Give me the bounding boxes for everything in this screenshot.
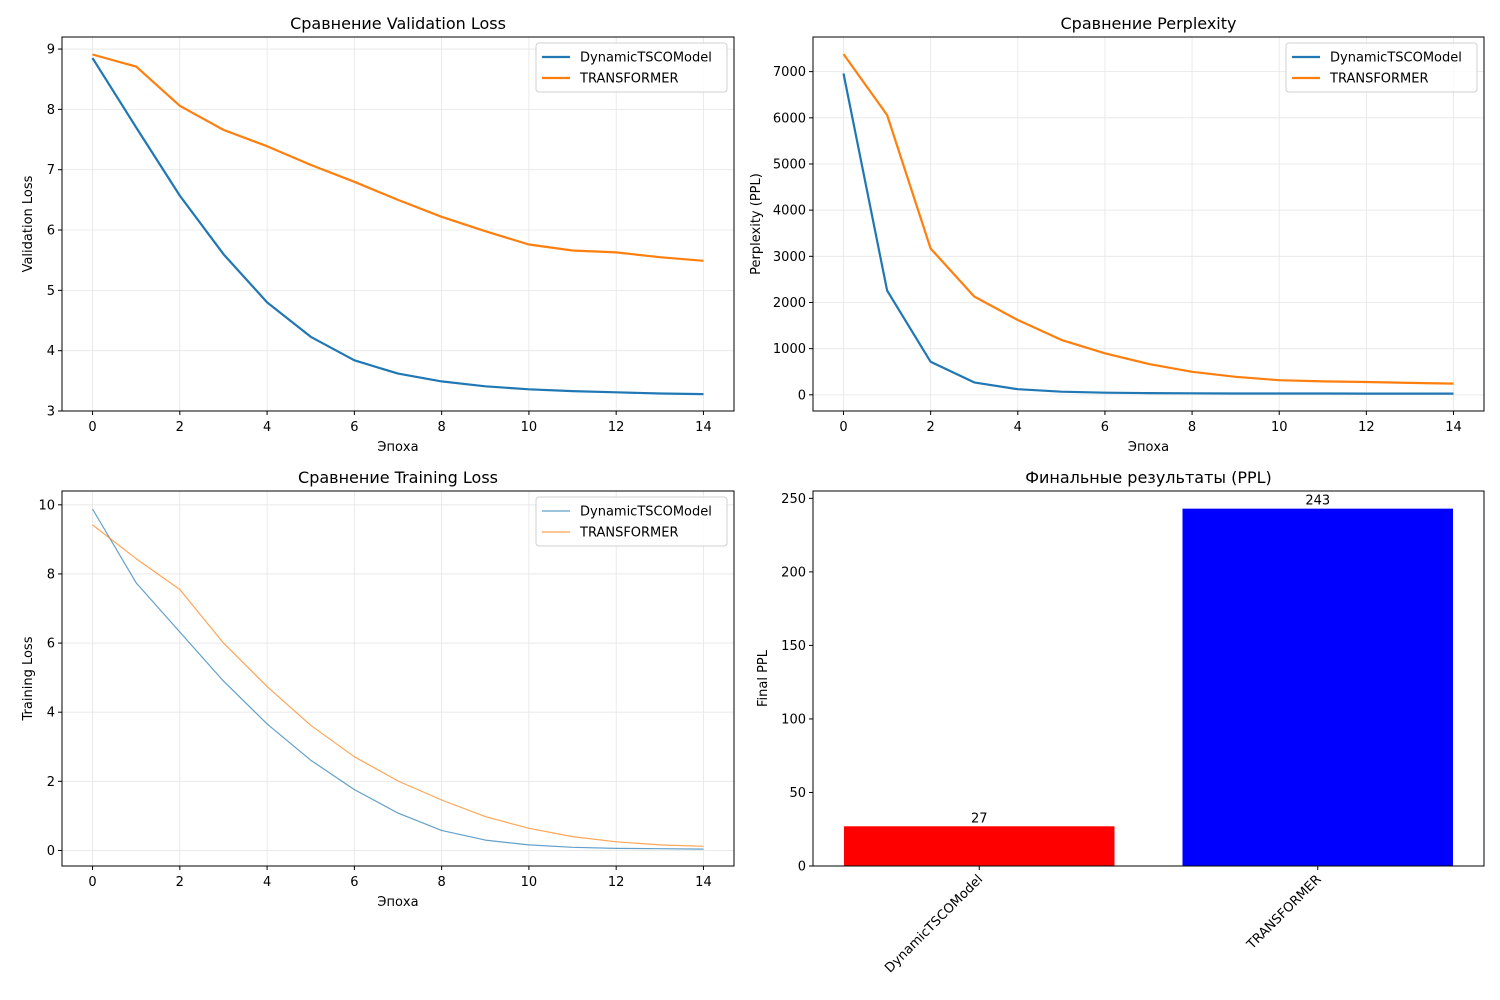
series-line-1: [92, 524, 704, 847]
series-line-0: [842, 73, 1454, 395]
legend: [535, 496, 728, 547]
x-axis-label: Эпоха: [377, 895, 418, 910]
y-tick-label: 3000: [773, 250, 806, 265]
y-tick-label: 0: [798, 860, 806, 875]
chart-train: 0 2 4 6 8 10 0 2 4 6 8 10 12 14 DynamicTSCOModel TRANSF…: [21, 468, 735, 910]
legend-label: DynamicTSCOModel: [580, 51, 712, 66]
legend-label: TRANSFORMER: [579, 72, 679, 87]
x-tick-label: 4: [263, 420, 271, 435]
x-tick-label: 12: [1358, 420, 1375, 435]
x-tick-label: 2: [176, 875, 184, 890]
x-tick-label: 10: [1271, 420, 1288, 435]
x-tick-label: 0: [839, 420, 847, 435]
x-tick-label: 14: [695, 875, 712, 890]
y-tick-label: 10: [38, 498, 55, 513]
y-tick-label: 150: [781, 639, 806, 654]
y-tick-label: 2000: [773, 296, 806, 311]
x-tick-label: 4: [1014, 420, 1022, 435]
chart-title: Сравнение Perplexity: [1061, 14, 1237, 33]
y-tick-label: 50: [789, 786, 806, 801]
x-tick-label: 14: [695, 420, 712, 435]
legend-label: DynamicTSCOModel: [1330, 51, 1462, 66]
y-tick-label: 6: [47, 224, 55, 239]
y-tick-label: 4: [47, 344, 55, 359]
y-tick-label: 9: [47, 43, 55, 58]
chart-ppl: 0 1000 2000 3000 4000 5000 6000 7000 0 2 4 6 8 10 12 14…: [749, 14, 1485, 455]
bar-value-label: 27: [971, 811, 988, 826]
chart-val: 3 4 5 6 7 8 9 0 2 4 6 8 10 12 14 DynamicTSCOModel TRANSF…: [21, 14, 735, 455]
x-tick-label: 8: [437, 875, 445, 890]
y-axis-label: Validation Loss: [21, 175, 36, 272]
legend: [535, 42, 728, 93]
x-tick-label: 12: [608, 420, 625, 435]
x-tick-label: 12: [608, 875, 625, 890]
y-tick-label: 2: [47, 775, 55, 790]
legend-label: TRANSFORMER: [1329, 72, 1429, 87]
x-tick-label: 4: [263, 875, 271, 890]
x-tick-label: 6: [350, 875, 358, 890]
y-tick-label: 5: [47, 284, 55, 299]
bar-value-label: 243: [1305, 494, 1330, 509]
x-tick-label: 2: [927, 420, 935, 435]
y-tick-label: 8: [47, 567, 55, 582]
y-tick-label: 0: [798, 388, 806, 403]
series-line-0: [91, 508, 704, 850]
y-tick-label: 8: [47, 103, 55, 118]
x-tick-label: DynamicTSCOModel: [882, 872, 986, 976]
x-tick-label: 6: [350, 420, 358, 435]
x-axis-label: Эпоха: [377, 440, 418, 455]
y-tick-label: 0: [47, 844, 55, 859]
y-tick-label: 1000: [773, 342, 806, 357]
chart-title: Финальные результаты (PPL): [1025, 468, 1272, 487]
y-tick-label: 5000: [773, 157, 806, 172]
y-tick-label: 200: [781, 565, 806, 580]
legend-label: DynamicTSCOModel: [580, 505, 712, 520]
x-tick-label: 10: [521, 420, 538, 435]
x-tick-label: 0: [88, 420, 96, 435]
series-line-1: [92, 53, 704, 262]
y-axis-label: Perplexity (PPL): [749, 173, 764, 275]
y-axis-label: Final PPL: [756, 649, 771, 707]
axes-frame: [812, 36, 1485, 412]
axes-frame: [812, 490, 1485, 867]
x-tick-label: 10: [521, 875, 538, 890]
y-tick-label: 100: [781, 712, 806, 727]
x-tick-label: 6: [1101, 420, 1109, 435]
chart-title: Сравнение Validation Loss: [290, 14, 506, 33]
bar-1: [1182, 508, 1453, 866]
axes-frame: [61, 36, 735, 412]
y-tick-label: 7: [47, 163, 55, 178]
y-tick-label: 250: [781, 492, 806, 507]
y-axis-label: Training Loss: [21, 636, 36, 721]
series-line-1: [842, 53, 1454, 385]
y-tick-label: 4: [47, 706, 55, 721]
y-tick-label: 7000: [773, 65, 806, 80]
x-axis-label: Эпоха: [1128, 440, 1169, 455]
y-tick-label: 6000: [773, 111, 806, 126]
bar-0: [844, 826, 1115, 866]
x-tick-label: TRANSFORMER: [1244, 872, 1325, 953]
x-tick-label: 0: [88, 875, 96, 890]
series-line-0: [91, 57, 704, 396]
y-tick-label: 3: [47, 405, 55, 420]
x-tick-label: 8: [437, 420, 445, 435]
axes-frame: [61, 490, 735, 867]
y-tick-label: 6: [47, 637, 55, 652]
chart-title: Сравнение Training Loss: [298, 468, 498, 487]
legend: [1285, 42, 1478, 93]
x-tick-label: 2: [176, 420, 184, 435]
x-tick-label: 14: [1445, 420, 1462, 435]
legend-label: TRANSFORMER: [579, 526, 679, 541]
chart-bar: 0 50 100 150 200 250 27 DynamicTSCOModel 243 TRAN…: [756, 468, 1485, 976]
x-tick-label: 8: [1188, 420, 1196, 435]
y-tick-label: 4000: [773, 204, 806, 219]
